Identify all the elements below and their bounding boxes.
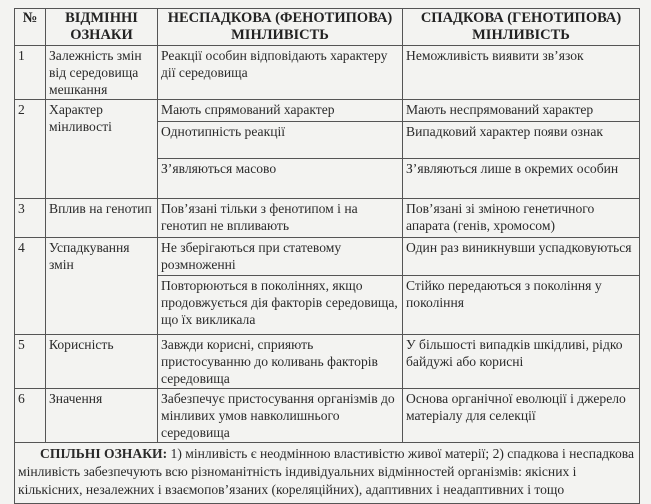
hereditary-cell: Стійко передаються з покоління у поколін… bbox=[402, 275, 640, 335]
hereditary-cell: Основа органічної еволюції і джерело мат… bbox=[402, 388, 640, 443]
non-hereditary-cell: Повторюються в поколіннях, якщо продовжу… bbox=[157, 275, 403, 335]
non-hereditary-cell: Пов’язані тільки з фенотипом і на геноти… bbox=[157, 198, 403, 238]
header-features: ВІДМІННІ ОЗНАКИ bbox=[45, 8, 158, 46]
hereditary-cell: Випадковий характер появи ознак bbox=[402, 121, 640, 159]
row-number: 4 bbox=[14, 237, 46, 335]
table-row: З’являються масово З’являються лише в окр… bbox=[15, 158, 640, 199]
row-feature: Вплив на генотип bbox=[45, 198, 158, 238]
row-number: 3 bbox=[14, 198, 46, 238]
table-row: 1 Залежність змін від середовища мешкання… bbox=[14, 45, 640, 100]
table-row: Однотипність реакції Випадковий характер … bbox=[15, 121, 640, 159]
table-body: 1 Залежність змін від середовища мешкання… bbox=[14, 45, 640, 443]
header-number: № bbox=[14, 8, 46, 46]
hereditary-cell: З’являються лише в окремих особин bbox=[402, 158, 640, 199]
table-row: Повторюються в поколіннях, якщо продовжу… bbox=[15, 275, 640, 335]
row-feature: Характер мінливості bbox=[45, 99, 158, 199]
row-feature: Успадкування змін bbox=[45, 237, 158, 335]
table-row: 2 Характер мінливості Мають спрямований ха… bbox=[14, 99, 640, 199]
row-number: 1 bbox=[14, 45, 46, 100]
common-features-text: 1) мінливість є неодмінною властивістю ж… bbox=[18, 446, 635, 497]
row-number: 6 bbox=[14, 388, 46, 443]
row-feature: Залежність змін від середовища мешкання bbox=[45, 45, 158, 100]
hereditary-cell: Мають неспрямований характер bbox=[402, 99, 640, 122]
non-hereditary-cell: Не зберігаються при статевому розмноженн… bbox=[157, 237, 403, 276]
hereditary-cell: Пов’язані зі зміною генетичного апарата … bbox=[402, 198, 640, 238]
table-row: 3 Вплив на генотип Пов’язані тільки з фено… bbox=[14, 198, 640, 238]
table-row: 5 Корисність Завжди корисні, сприяють прис… bbox=[14, 334, 640, 389]
hereditary-cell: Неможливість виявити зв’язок bbox=[402, 45, 640, 100]
common-features-label: СПІЛЬНІ ОЗНАКИ: bbox=[40, 446, 168, 461]
non-hereditary-cell: Однотипність реакції bbox=[157, 121, 403, 159]
row-feature: Корисність bbox=[45, 334, 158, 389]
non-hereditary-cell: Реакції особин відповідають характеру ді… bbox=[157, 45, 403, 100]
header-non-hereditary: НЕСПАДКОВА (ФЕНОТИПОВА) МІНЛИВІСТЬ bbox=[157, 8, 403, 46]
table-row: 4 Успадкування змін Не зберігаються при ст… bbox=[14, 237, 640, 335]
non-hereditary-cell: Мають спрямований характер bbox=[157, 99, 403, 122]
non-hereditary-cell: Завжди корисні, сприяють пристосуванню д… bbox=[157, 334, 403, 389]
non-hereditary-cell: З’являються масово bbox=[157, 158, 403, 199]
header-hereditary: СПАДКОВА (ГЕНОТИПОВА) МІНЛИВІСТЬ bbox=[402, 8, 640, 46]
variability-comparison-table: № ВІДМІННІ ОЗНАКИ НЕСПАДКОВА (ФЕНОТИПОВА… bbox=[14, 8, 640, 504]
common-features: СПІЛЬНІ ОЗНАКИ: 1) мінливість є неодмінн… bbox=[14, 442, 640, 504]
hereditary-cell: У більшості випадків шкідливі, рідко бай… bbox=[402, 334, 640, 389]
table-row: 6 Значення Забезпечує пристосування органі… bbox=[14, 388, 640, 443]
hereditary-cell: Один раз виникнувши успадковуються bbox=[402, 237, 640, 276]
row-feature: Значення bbox=[45, 388, 158, 443]
row-number: 2 bbox=[14, 99, 46, 199]
non-hereditary-cell: Забезпечує пристосування організмів до м… bbox=[157, 388, 403, 443]
row-number: 5 bbox=[14, 334, 46, 389]
